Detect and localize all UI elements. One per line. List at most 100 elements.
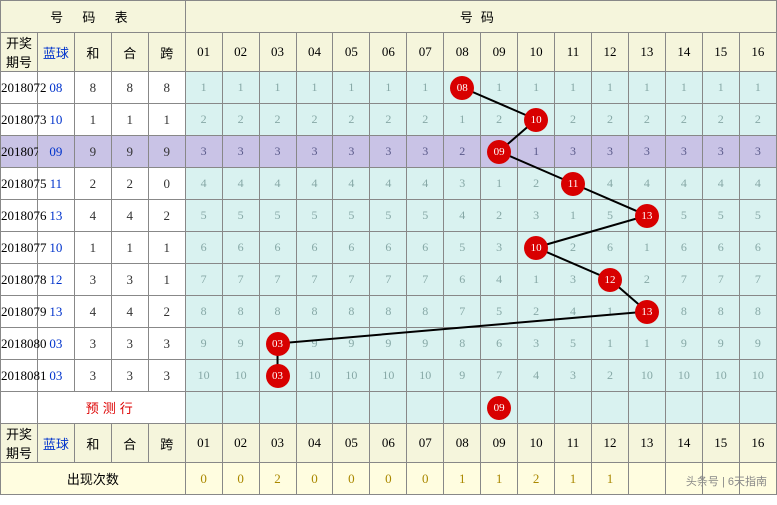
trend-cell: 3: [628, 136, 665, 168]
left-group-header: 号 码 表: [1, 1, 186, 33]
period-cell: 2018077: [1, 232, 38, 264]
trend-cell: 8: [185, 296, 222, 328]
blue-cell: 10: [37, 104, 74, 136]
trend-cell: 4: [518, 360, 555, 392]
trend-cell: 10: [739, 360, 776, 392]
count-cell: 0: [222, 463, 259, 495]
trend-cell: 9: [739, 328, 776, 360]
blue-cell: 03: [37, 360, 74, 392]
trend-cell: 2: [518, 296, 555, 328]
blue-cell: 13: [37, 296, 74, 328]
num-header-10: 10: [518, 33, 555, 72]
trend-cell: 9: [665, 328, 702, 360]
count-cell: 0: [370, 463, 407, 495]
blue-cell: 10: [37, 232, 74, 264]
trend-cell: 3: [481, 232, 518, 264]
predict-cell: [739, 392, 776, 424]
predict-cell: [592, 392, 629, 424]
trend-cell: 7: [222, 264, 259, 296]
hit-marker: 08: [450, 76, 474, 100]
trend-cell: 03: [259, 360, 296, 392]
trend-cell: 1: [628, 328, 665, 360]
trend-cell: 1: [555, 72, 592, 104]
trend-cell: 7: [481, 360, 518, 392]
num-header-01: 01: [185, 424, 222, 463]
he-cell: 4: [111, 296, 148, 328]
trend-cell: 8: [739, 296, 776, 328]
data-row: 2018079 13 4 4 288888887524113888: [1, 296, 777, 328]
trend-cell: 2: [407, 104, 444, 136]
trend-cell: 6: [333, 232, 370, 264]
num-header-15: 15: [702, 33, 739, 72]
trend-cell: 3: [702, 136, 739, 168]
period-cell: 2018080: [1, 328, 38, 360]
data-row: 2018081 03 3 3 3101003101010109743210101…: [1, 360, 777, 392]
predict-cell: [444, 392, 481, 424]
span-cell: 1: [148, 264, 185, 296]
trend-cell: 4: [592, 168, 629, 200]
sum-cell: 9: [74, 136, 111, 168]
trend-cell: 7: [407, 264, 444, 296]
num-header-04: 04: [296, 424, 333, 463]
count-cell: 2: [518, 463, 555, 495]
trend-cell: 2: [739, 104, 776, 136]
he-cell: 1: [111, 104, 148, 136]
num-header-08: 08: [444, 424, 481, 463]
num-header-06: 06: [370, 424, 407, 463]
span-cell: 8: [148, 72, 185, 104]
hit-marker: 03: [266, 332, 290, 356]
header-columns-row: 开奖期号 蓝球 和 合 跨 01020304050607080910111213…: [1, 33, 777, 72]
trend-cell: 6: [259, 232, 296, 264]
trend-cell: 8: [702, 296, 739, 328]
blue-cell: 13: [37, 200, 74, 232]
trend-cell: 9: [407, 328, 444, 360]
trend-cell: 6: [296, 232, 333, 264]
predict-cell: [702, 392, 739, 424]
num-header-02: 02: [222, 424, 259, 463]
trend-cell: 9: [370, 328, 407, 360]
trend-cell: 8: [407, 296, 444, 328]
he-cell: 4: [111, 200, 148, 232]
right-group-header: 号码: [185, 1, 776, 33]
span-cell: 0: [148, 168, 185, 200]
he-cell: 3: [111, 264, 148, 296]
trend-cell: 5: [481, 296, 518, 328]
sum-cell: 3: [74, 360, 111, 392]
trend-cell: 5: [407, 200, 444, 232]
trend-cell: 3: [739, 136, 776, 168]
trend-cell: 9: [296, 328, 333, 360]
main-table: 号 码 表 号码 开奖期号 蓝球 和 合 跨 01020304050607080…: [0, 0, 777, 495]
trend-cell: 6: [665, 232, 702, 264]
trend-cell: 10: [185, 360, 222, 392]
count-cell: 1: [555, 463, 592, 495]
trend-cell: 3: [592, 136, 629, 168]
num-header-11: 11: [555, 33, 592, 72]
trend-cell: 8: [259, 296, 296, 328]
sum-header: 和: [74, 33, 111, 72]
num-header-09: 09: [481, 424, 518, 463]
count-cell: 1: [592, 463, 629, 495]
trend-cell: 1: [628, 72, 665, 104]
trend-cell: 4: [185, 168, 222, 200]
num-header-11: 11: [555, 424, 592, 463]
count-cell: 1: [481, 463, 518, 495]
trend-cell: 4: [296, 168, 333, 200]
trend-cell: 1: [222, 72, 259, 104]
predict-cell: [185, 392, 222, 424]
trend-cell: 3: [333, 136, 370, 168]
predict-cell: [555, 392, 592, 424]
predict-period: [1, 392, 38, 424]
trend-cell: 7: [665, 264, 702, 296]
span-cell: 1: [148, 104, 185, 136]
trend-cell: 1: [407, 72, 444, 104]
trend-cell: 8: [333, 296, 370, 328]
data-row: 2018077 10 1 1 166666665310261666: [1, 232, 777, 264]
trend-cell: 5: [333, 200, 370, 232]
trend-cell: 10: [222, 360, 259, 392]
he-cell: 9: [111, 136, 148, 168]
trend-cell: 4: [481, 264, 518, 296]
period-cell: 2018075: [1, 168, 38, 200]
trend-cell: 4: [702, 168, 739, 200]
num-header-03: 03: [259, 424, 296, 463]
watermark: 头条号 | 6天指南: [686, 473, 767, 489]
